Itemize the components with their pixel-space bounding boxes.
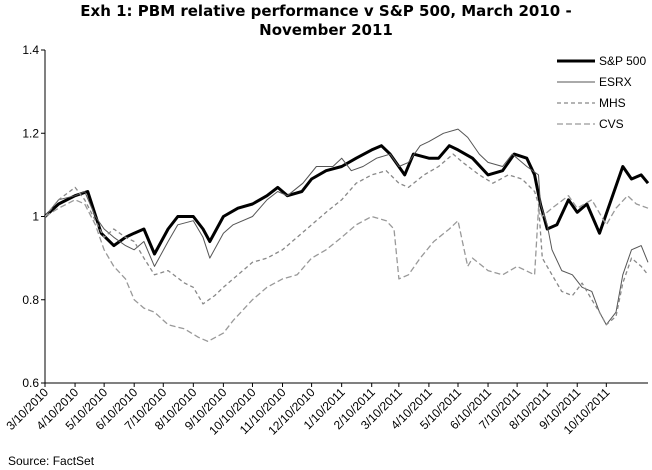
series-line-cvs (44, 195, 649, 343)
legend-label-cvs: CVS (599, 117, 624, 131)
y-tick-label: 1.2 (22, 126, 39, 140)
y-tick-label: 1 (32, 210, 39, 224)
source-note: Source: FactSet (8, 454, 95, 468)
y-tick-label: 1.4 (22, 43, 39, 57)
chart-title-line-1: Exh 1: PBM relative performance v S&P 50… (80, 2, 572, 20)
y-tick-label: 0.8 (22, 293, 39, 307)
legend-label-esrx: ESRX (599, 75, 632, 89)
legend-label-s-p-500: S&P 500 (599, 54, 646, 68)
legend-label-mhs: MHS (599, 96, 626, 110)
series-line-mhs (44, 153, 649, 326)
y-tick-label: 0.6 (22, 376, 39, 390)
chart-title-line-2: November 2011 (259, 21, 393, 39)
series-line-esrx (44, 128, 649, 326)
series-line-s-p-500 (43, 144, 650, 256)
chart-title: Exh 1: PBM relative performance v S&P 50… (0, 2, 652, 40)
